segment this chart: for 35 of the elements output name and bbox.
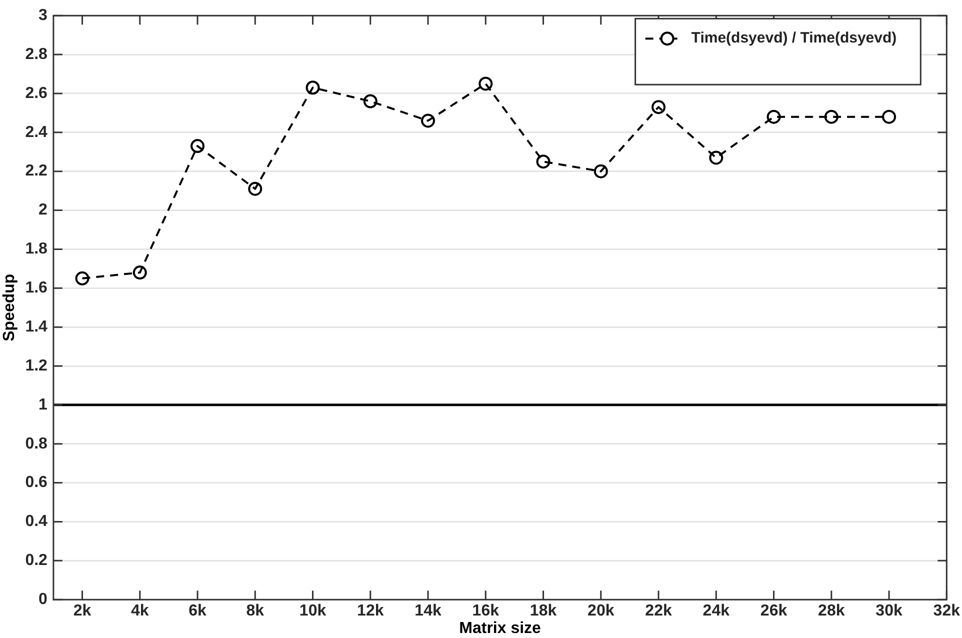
- x-tick-label: 16k: [472, 602, 500, 620]
- x-tick-label: 22k: [645, 602, 672, 620]
- x-tick-label: 12k: [357, 602, 384, 620]
- y-axis-title: Speedup: [1, 274, 18, 342]
- x-tick-label: 4k: [130, 602, 149, 620]
- y-tick-label: 2.8: [25, 46, 48, 63]
- x-axis-title: Matrix size: [459, 620, 542, 637]
- x-tick-label: 18k: [530, 602, 557, 620]
- y-tick-label: 2.4: [25, 124, 48, 141]
- x-tick-label: 14k: [414, 602, 442, 620]
- y-tick-label: 1: [38, 396, 48, 414]
- x-tick-label: 28k: [818, 602, 845, 620]
- x-tick-label: 32k: [933, 602, 960, 620]
- x-tick-label: 2k: [73, 602, 92, 620]
- y-tick-label: 0.8: [25, 435, 48, 452]
- y-tick-label: 1.8: [25, 240, 48, 258]
- y-tick-label: 2: [38, 202, 48, 219]
- y-tick-label: 0.6: [25, 474, 48, 492]
- y-tick-label: 0.4: [25, 513, 48, 530]
- y-tick-label: 1.6: [25, 280, 48, 297]
- y-tick-label: 2.2: [25, 162, 48, 180]
- x-tick-label: 20k: [588, 602, 614, 620]
- x-tick-label: 24k: [702, 602, 730, 620]
- x-tick-label: 26k: [760, 602, 788, 620]
- y-tick-label: 1.4: [25, 318, 48, 336]
- x-tick-label: 10k: [299, 602, 326, 620]
- y-tick-label: 2.6: [25, 84, 48, 102]
- y-tick-label: 3: [38, 7, 48, 24]
- x-tick-label: 30k: [876, 602, 902, 620]
- x-tick-label: 6k: [188, 602, 207, 620]
- legend-label: Time(dsyevd) / Time(dsyevd): [691, 30, 897, 47]
- y-tick-label: 1.2: [25, 357, 48, 374]
- y-tick-label: 0.2: [25, 552, 48, 570]
- x-tick-label: 8k: [246, 602, 264, 620]
- y-tick-label: 0: [38, 591, 48, 608]
